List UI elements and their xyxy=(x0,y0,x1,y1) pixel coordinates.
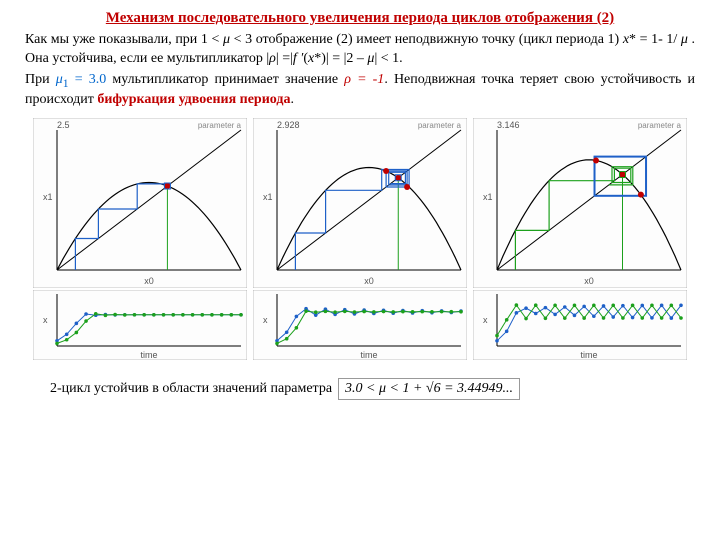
svg-text:x0: x0 xyxy=(584,276,594,286)
paragraph-2: При μ1 = 3.0 мультипликатор принимает зн… xyxy=(25,71,695,110)
formula-box: 3.0 < μ < 1 + √6 = 3.44949... xyxy=(338,378,520,400)
cobweb-chart: 2.5 parameter a x1 x0 xyxy=(33,118,247,288)
svg-text:time: time xyxy=(580,350,597,360)
svg-text:2.928: 2.928 xyxy=(277,120,300,130)
svg-text:3.146: 3.146 xyxy=(497,120,520,130)
svg-text:parameter a: parameter a xyxy=(638,121,682,130)
svg-text:x0: x0 xyxy=(144,276,154,286)
svg-text:time: time xyxy=(140,350,157,360)
panel-2: 3.146 parameter a x1 x0 x time xyxy=(473,118,687,360)
bottom-caption: 2-цикл устойчив в области значений парам… xyxy=(50,378,695,400)
page-title: Механизм последовательного увеличения пе… xyxy=(25,10,695,27)
svg-text:x: x xyxy=(263,315,268,325)
svg-text:x: x xyxy=(483,315,488,325)
timeseries-chart: x time xyxy=(33,290,247,360)
svg-text:x0: x0 xyxy=(364,276,374,286)
cobweb-chart: 3.146 parameter a x1 x0 xyxy=(473,118,687,288)
svg-text:x1: x1 xyxy=(483,192,493,202)
timeseries-chart: x time xyxy=(253,290,467,360)
svg-text:x: x xyxy=(43,315,48,325)
panel-0: 2.5 parameter a x1 x0 x time xyxy=(33,118,247,360)
paragraph-1: Как мы уже показывали, при 1 < μ < 3 ото… xyxy=(25,31,695,69)
timeseries-chart: x time xyxy=(473,290,687,360)
svg-text:parameter a: parameter a xyxy=(418,121,462,130)
svg-text:time: time xyxy=(360,350,377,360)
svg-text:x1: x1 xyxy=(263,192,273,202)
svg-text:parameter a: parameter a xyxy=(198,121,242,130)
svg-text:x1: x1 xyxy=(43,192,53,202)
chart-panels: 2.5 parameter a x1 x0 x time 2.928 parameter a x… xyxy=(25,118,695,360)
cobweb-chart: 2.928 parameter a x1 x0 xyxy=(253,118,467,288)
panel-1: 2.928 parameter a x1 x0 x time xyxy=(253,118,467,360)
svg-text:2.5: 2.5 xyxy=(57,120,70,130)
